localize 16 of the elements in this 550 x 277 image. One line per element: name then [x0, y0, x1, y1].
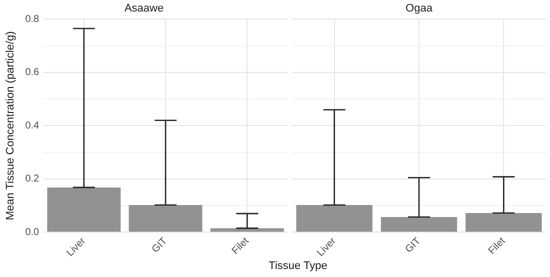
- y-axis-title: Mean Tissue Concentration (particle/g): [4, 31, 17, 220]
- x-axis-title: Tissue Type: [268, 260, 328, 272]
- chart-title: Ogaa: [406, 2, 434, 15]
- bar: [47, 187, 121, 232]
- y-tick-label: 0.4: [25, 120, 40, 132]
- x-tick-label: Filet: [230, 236, 252, 257]
- chart-title: Asaawe: [124, 2, 164, 15]
- y-tick-label: 0.0: [25, 226, 40, 238]
- y-tick-label: 0.8: [25, 14, 40, 25]
- bar: [210, 228, 284, 232]
- x-tick-label: Filet: [486, 236, 508, 257]
- y-tick-label: 0.2: [25, 174, 40, 185]
- x-tick-label: GIT: [150, 236, 170, 256]
- y-tick-label: 0.6: [25, 67, 40, 78]
- bar: [128, 205, 202, 232]
- x-tick-label: GIT: [404, 236, 424, 256]
